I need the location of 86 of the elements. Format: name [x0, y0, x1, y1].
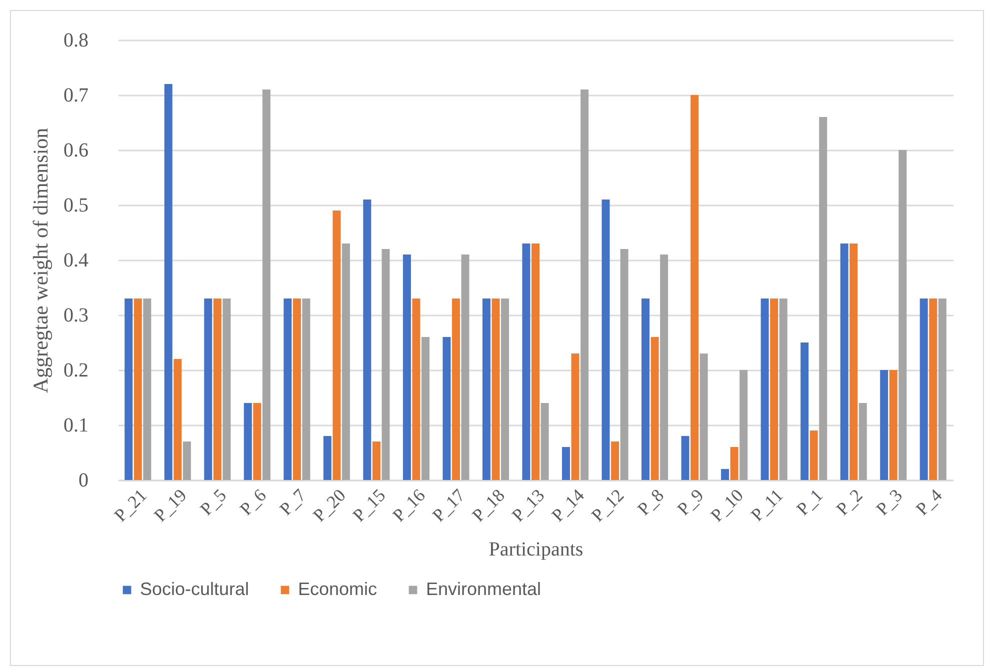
bar [730, 447, 738, 480]
bar [690, 95, 699, 480]
y-axis-title: Aggregtae weight of dimension [28, 127, 52, 394]
bar [452, 298, 460, 480]
x-tick-label: P_4 [912, 485, 946, 520]
bar [442, 337, 451, 480]
bar [372, 442, 380, 480]
bar [532, 244, 540, 480]
bar [363, 200, 372, 480]
bar [721, 469, 730, 480]
bar [840, 244, 848, 480]
bar [800, 342, 809, 480]
bar [858, 403, 867, 480]
bar [660, 254, 668, 480]
bar [760, 298, 769, 480]
x-tick-label: P_5 [196, 485, 230, 520]
y-tick-label: 0 [78, 470, 88, 492]
bar [143, 298, 152, 480]
bar [382, 249, 390, 480]
y-tick-label: 0.8 [64, 30, 88, 52]
bar [174, 359, 182, 480]
bar [889, 370, 898, 480]
bar [204, 298, 212, 480]
bar [421, 337, 430, 480]
bar [580, 90, 589, 480]
x-tick-label: P_8 [634, 485, 668, 520]
x-tick-label: P_2 [832, 485, 866, 520]
y-tick-label: 0.6 [64, 140, 88, 162]
bar [650, 337, 659, 480]
y-tick-label: 0.7 [64, 84, 88, 106]
bar [938, 298, 946, 480]
bar [898, 150, 907, 480]
y-tick-label: 0.2 [64, 360, 88, 382]
y-tick-label: 0.4 [64, 250, 88, 272]
bar [412, 298, 420, 480]
legend-label: Socio-cultural [140, 579, 250, 599]
x-tick-label: P_6 [236, 485, 270, 520]
bar [262, 90, 270, 480]
bar [522, 244, 530, 480]
bar [482, 298, 490, 480]
bar [292, 298, 301, 480]
bar [562, 447, 570, 480]
y-tick-label: 0.1 [64, 414, 88, 436]
bar [124, 298, 133, 480]
bar [284, 298, 292, 480]
bar [492, 298, 500, 480]
bar [700, 354, 708, 480]
bar [880, 370, 888, 480]
bar [540, 403, 549, 480]
legend-label: Environmental [426, 579, 542, 599]
x-tick-label: P_1 [792, 485, 827, 520]
bar [244, 403, 252, 480]
bar [642, 298, 650, 480]
bar [920, 298, 928, 480]
x-axis-title: Participants [488, 538, 584, 560]
bar [681, 436, 690, 480]
bar [501, 298, 510, 480]
bar [740, 370, 748, 480]
bar [213, 298, 222, 480]
bar [571, 354, 580, 480]
bar [779, 298, 788, 480]
x-tick-label: P_3 [872, 485, 906, 520]
legend-label: Economic [298, 579, 378, 599]
y-tick-label: 0.3 [64, 304, 88, 326]
bar [332, 210, 341, 480]
bar [929, 298, 938, 480]
bar [611, 442, 620, 480]
bar [134, 298, 142, 480]
bar [770, 298, 778, 480]
bar [620, 249, 628, 480]
bar [182, 442, 191, 480]
bar [342, 244, 350, 480]
bar [810, 430, 818, 480]
bar [253, 403, 262, 480]
bar [850, 244, 858, 480]
bar [461, 254, 470, 480]
bar [302, 298, 310, 480]
bar [602, 200, 610, 480]
bar [222, 298, 231, 480]
bar [402, 254, 411, 480]
bar [164, 84, 172, 480]
bar [819, 117, 828, 480]
x-tick-label: P_9 [673, 485, 708, 520]
bar [323, 436, 332, 480]
x-tick-label: P_7 [276, 485, 310, 520]
y-tick-label: 0.5 [64, 194, 88, 216]
